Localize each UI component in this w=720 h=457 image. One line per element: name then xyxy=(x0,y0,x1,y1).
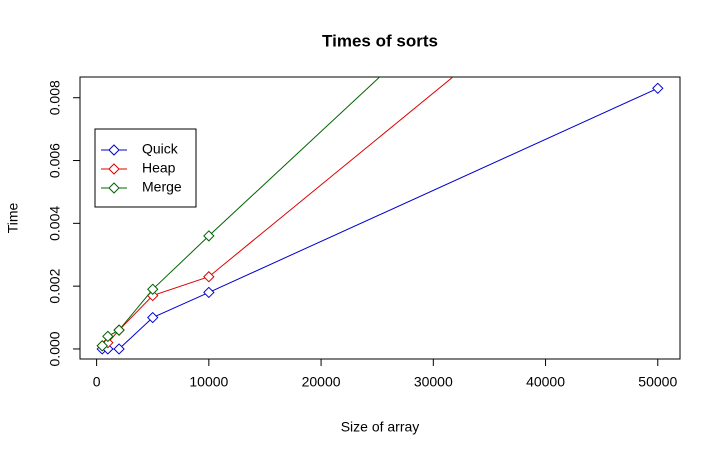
data-point xyxy=(203,230,215,242)
legend-label: Quick xyxy=(142,141,179,157)
y-tick-label: 0.006 xyxy=(47,143,63,178)
chart-title: Times of sorts xyxy=(322,31,438,50)
data-point xyxy=(147,311,159,324)
legend-marker xyxy=(108,144,120,156)
y-axis-label: Time xyxy=(5,202,21,233)
data-point xyxy=(113,324,125,336)
x-tick-label: 30000 xyxy=(414,374,453,390)
data-point xyxy=(96,340,108,352)
x-tick-label: 10000 xyxy=(189,374,228,390)
legend-marker xyxy=(108,163,120,175)
legend-marker xyxy=(108,182,120,194)
data-point xyxy=(147,283,159,295)
x-tick-label: 20000 xyxy=(302,374,341,390)
x-axis-label: Size of array xyxy=(341,419,420,435)
data-point xyxy=(203,286,215,299)
x-tick-label: 0 xyxy=(93,374,101,390)
data-point xyxy=(102,330,114,343)
y-tick-label: 0.000 xyxy=(47,331,63,366)
y-tick-label: 0.002 xyxy=(47,268,63,303)
legend-label: Heap xyxy=(142,160,176,176)
x-tick-label: 40000 xyxy=(526,374,565,390)
data-point xyxy=(652,82,664,95)
plot-area xyxy=(96,77,664,355)
data-point xyxy=(203,271,215,283)
data-point xyxy=(113,343,125,355)
y-tick-label: 0.008 xyxy=(47,80,63,115)
legend-label: Merge xyxy=(142,179,182,195)
x-tick-label: 50000 xyxy=(638,374,677,390)
y-tick-label: 0.004 xyxy=(47,206,63,241)
